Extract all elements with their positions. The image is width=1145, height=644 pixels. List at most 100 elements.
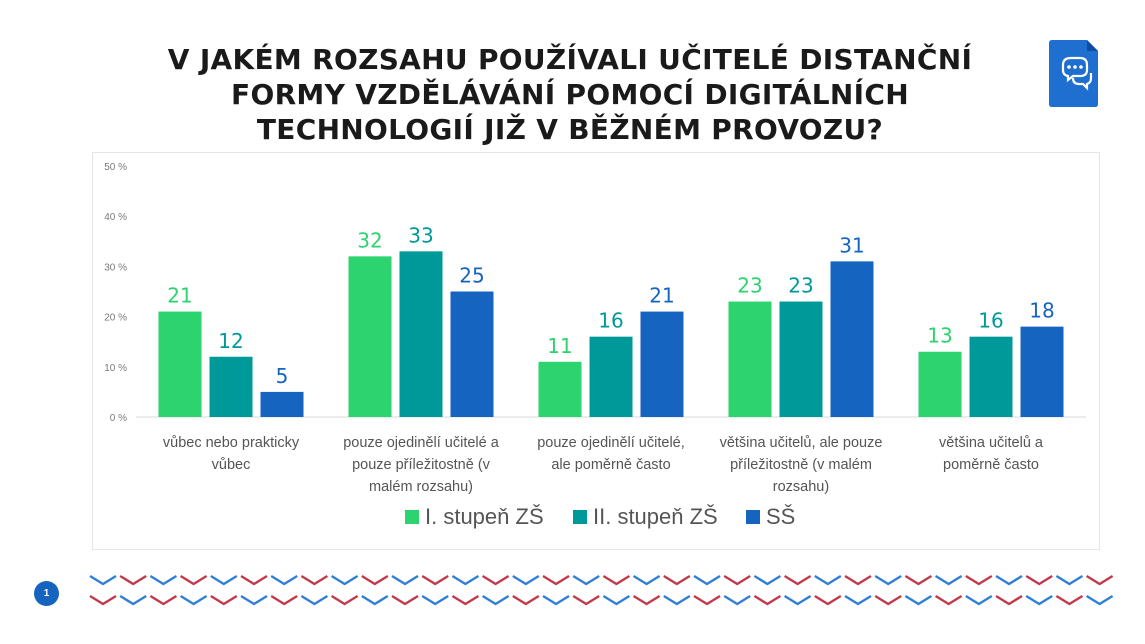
y-tick-label: 30 % [104, 262, 127, 273]
x-category-label: pouze ojedinělí učitelé a pouze příležito… [343, 435, 500, 495]
chevron-decoration [602, 594, 631, 606]
bar [209, 356, 253, 417]
chevron-decoration [391, 574, 419, 586]
chevron-decoration [512, 574, 540, 586]
y-tick-label: 50 % [104, 162, 127, 173]
chevron-decoration [783, 574, 812, 586]
chevron-decoration [693, 574, 721, 586]
chevron-decoration [965, 574, 993, 586]
chevron-decoration [210, 574, 238, 586]
chevron-decoration [723, 594, 751, 606]
data-label: 16 [598, 309, 623, 333]
data-label: 31 [839, 233, 864, 257]
chevron-decoration [119, 594, 147, 606]
bar [260, 391, 304, 417]
data-label: 12 [218, 329, 243, 353]
legend-swatch [405, 510, 419, 524]
data-label: 32 [357, 228, 382, 252]
bar [779, 301, 823, 417]
chevron-decoration [481, 594, 510, 606]
chevron-decoration [723, 574, 751, 586]
bar [450, 291, 494, 417]
chevron-decoration [814, 574, 842, 586]
y-tick-label: 0 % [110, 413, 127, 424]
data-label: 5 [276, 364, 289, 388]
data-label: 23 [737, 274, 762, 298]
chevron-decoration [240, 594, 268, 606]
chevron-decoration [874, 594, 902, 606]
chevron-decoration [270, 594, 298, 606]
decorative-chevron-border [89, 574, 1114, 606]
chevron-decoration [89, 594, 117, 606]
bar [399, 251, 443, 417]
chevron-decoration [1055, 594, 1084, 606]
chevron-decoration [270, 574, 298, 586]
chevron-decoration [300, 574, 329, 586]
chevron-decoration [361, 594, 389, 606]
chevron-decoration [753, 574, 782, 586]
legend-label: I. stupeň ZŠ [425, 504, 544, 529]
chevron-decoration [330, 574, 359, 586]
chevron-decoration [451, 594, 480, 606]
chevron-decoration [481, 574, 510, 586]
title-line-2: FORMY VZDĚLÁVÁNÍ POMOCÍ DIGITÁLNÍCH [231, 78, 909, 111]
title-line-1: V JAKÉM ROZSAHU POUŽÍVALI UČITELÉ DISTAN… [167, 43, 973, 76]
y-tick-label: 40 % [104, 212, 127, 223]
chevron-decoration [300, 594, 329, 606]
chevron-decoration [663, 594, 691, 606]
bar [158, 311, 202, 417]
data-label: 21 [167, 284, 192, 308]
chart-area: 0 % 10 % 20 % 30 % 40 % 50 % 21 12 5 vůbec nebo p… [92, 152, 1100, 550]
legend-swatch [573, 510, 587, 524]
legend-label: SŠ [766, 504, 795, 529]
chevron-decoration [934, 574, 963, 586]
x-category-label: většina učitelů a poměrně často [939, 435, 1044, 473]
chevron-decoration [995, 594, 1023, 606]
bar [728, 301, 772, 417]
chevron-decoration [330, 594, 359, 606]
bar [589, 336, 633, 417]
chevron-decoration [542, 594, 570, 606]
data-label: 13 [927, 324, 952, 348]
chevron-decoration [1025, 574, 1053, 586]
chevron-decoration [1085, 574, 1114, 586]
bar-chart: 0 % 10 % 20 % 30 % 40 % 50 % 21 12 5 vůbec nebo p… [104, 162, 1086, 529]
chevron-decoration [874, 574, 902, 586]
chevron-decoration [693, 594, 721, 606]
chevron-decoration [421, 574, 449, 586]
chevron-decoration [1025, 594, 1053, 606]
x-category-label: vůbec nebo prakticky vůbec [163, 435, 300, 473]
chevron-decoration [542, 574, 570, 586]
chevron-decoration [995, 574, 1023, 586]
chevron-decoration [89, 574, 117, 586]
chevron-decoration [934, 594, 963, 606]
chevron-decoration [572, 574, 600, 586]
bar [1020, 326, 1064, 417]
chevron-decoration [210, 594, 238, 606]
chevron-decoration [179, 594, 208, 606]
legend-swatch [746, 510, 760, 524]
chevron-decoration [572, 594, 600, 606]
data-label: 25 [459, 264, 484, 288]
data-label: 18 [1029, 299, 1054, 323]
bar [538, 361, 582, 417]
chevron-decoration [1055, 574, 1084, 586]
chevron-decoration [904, 574, 933, 586]
chevron-decoration [240, 574, 268, 586]
chevron-decoration [663, 574, 691, 586]
chevron-decoration [783, 594, 812, 606]
chevron-decoration [421, 594, 449, 606]
page-number: 1 [34, 581, 59, 606]
chevron-decoration [391, 594, 419, 606]
bar [640, 311, 684, 417]
chat-bubbles-document-icon [1049, 40, 1098, 107]
chevron-decoration [844, 594, 872, 606]
chevron-decoration [179, 574, 208, 586]
bar [918, 351, 962, 417]
x-category-label: pouze ojedinělí učitelé, ale poměrně čast… [537, 435, 685, 473]
x-category-label: většina učitelů, ale pouze příležitostně … [720, 435, 883, 495]
y-tick-label: 20 % [104, 313, 127, 324]
chevron-decoration [965, 594, 993, 606]
chevron-decoration [632, 574, 661, 586]
chevron-decoration [1085, 594, 1114, 606]
